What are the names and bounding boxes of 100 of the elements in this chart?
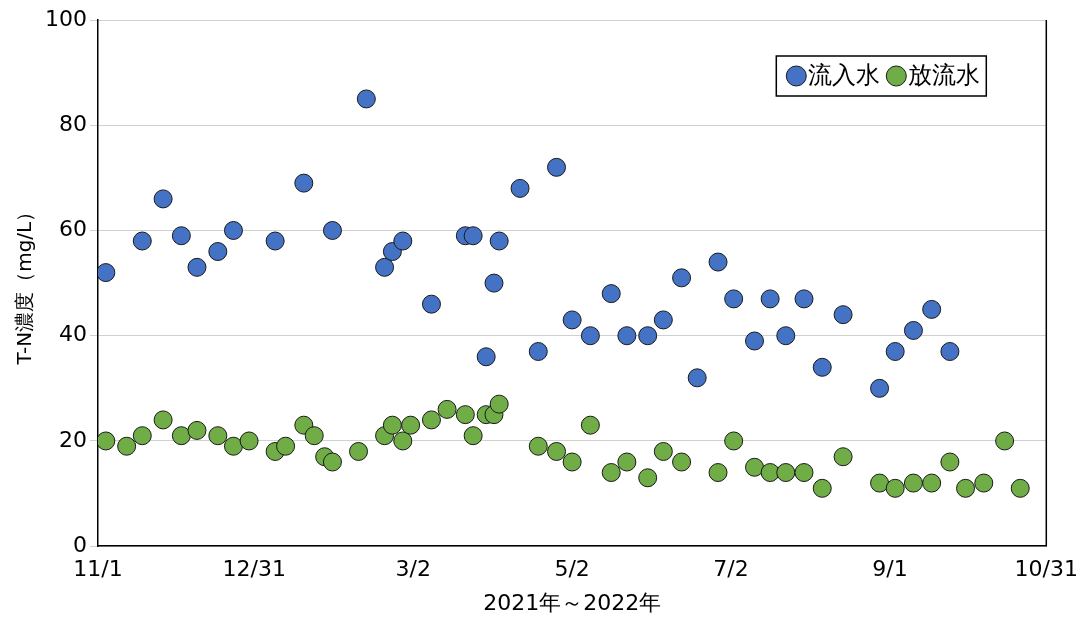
point bbox=[1010, 478, 1030, 498]
point bbox=[833, 447, 853, 467]
point bbox=[870, 378, 890, 398]
point bbox=[265, 231, 285, 251]
point bbox=[153, 410, 173, 430]
point bbox=[794, 289, 814, 309]
point bbox=[903, 473, 923, 493]
point bbox=[382, 242, 402, 262]
point bbox=[375, 257, 395, 277]
x-tick-label: 3/2 bbox=[395, 556, 431, 582]
point bbox=[885, 478, 905, 498]
point bbox=[885, 342, 905, 362]
x-tick-label: 11/1 bbox=[73, 556, 123, 582]
point bbox=[672, 268, 692, 288]
point bbox=[580, 415, 600, 435]
point bbox=[794, 463, 814, 483]
point bbox=[547, 441, 567, 461]
point bbox=[132, 231, 152, 251]
legend-label: 放流水 bbox=[908, 61, 981, 90]
point bbox=[708, 463, 728, 483]
point bbox=[132, 426, 152, 446]
point bbox=[833, 305, 853, 325]
point bbox=[601, 463, 621, 483]
point bbox=[638, 468, 658, 488]
point bbox=[562, 452, 582, 472]
point bbox=[922, 473, 942, 493]
point bbox=[489, 231, 509, 251]
y-axis-title: T-N濃度（mg/L） bbox=[12, 201, 37, 366]
point bbox=[208, 426, 228, 446]
point bbox=[97, 431, 116, 451]
point bbox=[171, 426, 191, 446]
point bbox=[171, 226, 191, 246]
point bbox=[153, 189, 173, 209]
x-tick-label: 7/2 bbox=[713, 556, 749, 582]
point bbox=[322, 220, 342, 240]
point bbox=[117, 436, 137, 456]
x-tick-label: 5/2 bbox=[554, 556, 590, 582]
point bbox=[223, 436, 243, 456]
point bbox=[638, 326, 658, 346]
point bbox=[294, 173, 314, 193]
point bbox=[745, 331, 765, 351]
point bbox=[489, 394, 509, 414]
point bbox=[956, 478, 976, 498]
point bbox=[393, 231, 413, 251]
point bbox=[547, 157, 567, 177]
point bbox=[528, 342, 548, 362]
point bbox=[421, 410, 441, 430]
point bbox=[455, 405, 475, 425]
point bbox=[812, 478, 832, 498]
point bbox=[580, 326, 600, 346]
point bbox=[745, 457, 765, 477]
point bbox=[382, 415, 402, 435]
x-axis-title: 2021年～2022年 bbox=[483, 589, 662, 615]
point bbox=[476, 347, 496, 367]
point bbox=[653, 310, 673, 330]
legend-label: 流入水 bbox=[808, 61, 881, 90]
point bbox=[304, 426, 324, 446]
point bbox=[995, 431, 1015, 451]
point bbox=[776, 326, 796, 346]
point bbox=[870, 473, 890, 493]
x-tick-label: 10/31 bbox=[1014, 556, 1078, 582]
point bbox=[393, 431, 413, 451]
point bbox=[940, 342, 960, 362]
point bbox=[672, 452, 692, 472]
point bbox=[356, 89, 376, 109]
point bbox=[484, 273, 504, 293]
y-tick-label: 100 bbox=[44, 5, 87, 31]
point bbox=[601, 284, 621, 304]
point bbox=[401, 415, 421, 435]
point bbox=[922, 299, 942, 319]
y-tick-label: 80 bbox=[58, 110, 87, 136]
point bbox=[760, 289, 780, 309]
x-tick-label: 9/1 bbox=[872, 556, 908, 582]
point bbox=[208, 242, 228, 262]
point bbox=[724, 431, 744, 451]
point bbox=[974, 473, 994, 493]
y-tick-label: 0 bbox=[72, 531, 87, 557]
point bbox=[239, 431, 259, 451]
point bbox=[463, 226, 483, 246]
point bbox=[97, 263, 116, 283]
x-tick-label: 12/31 bbox=[222, 556, 287, 582]
point bbox=[437, 399, 457, 419]
point bbox=[776, 463, 796, 483]
y-tick-label: 40 bbox=[58, 321, 87, 347]
point bbox=[812, 357, 832, 377]
point bbox=[528, 436, 548, 456]
point bbox=[760, 463, 780, 483]
y-tick-label: 20 bbox=[58, 426, 87, 452]
point bbox=[617, 452, 637, 472]
point bbox=[903, 320, 923, 340]
point bbox=[708, 252, 728, 272]
point bbox=[687, 368, 707, 388]
point bbox=[617, 326, 637, 346]
point bbox=[349, 441, 369, 461]
point bbox=[187, 257, 207, 277]
point bbox=[223, 220, 243, 240]
point bbox=[510, 178, 530, 198]
point bbox=[322, 452, 342, 472]
point bbox=[187, 420, 207, 440]
point bbox=[940, 452, 960, 472]
